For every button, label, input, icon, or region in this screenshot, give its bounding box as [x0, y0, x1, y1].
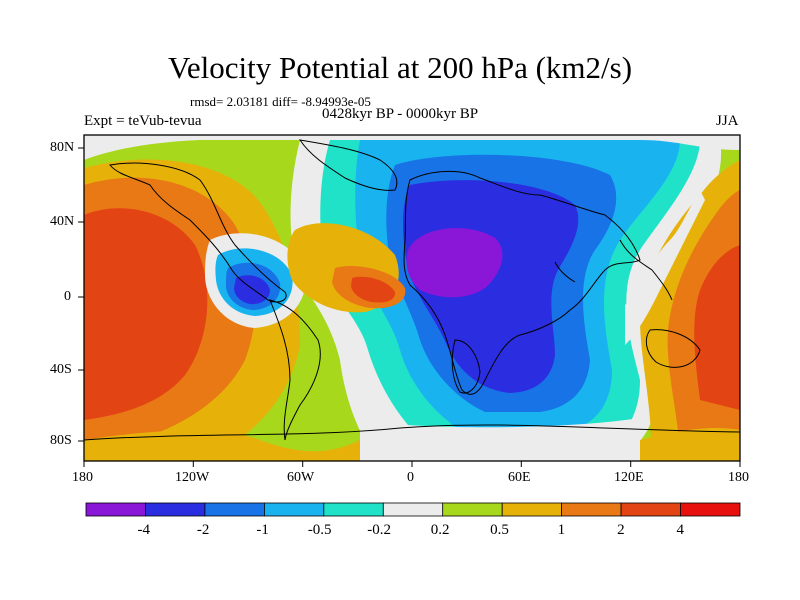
- lat-tick-label: 0: [64, 289, 71, 304]
- colorbar-swatch: [145, 502, 206, 517]
- stats-label: rmsd= 2.03181 diff= -8.94993e-05: [190, 94, 371, 109]
- colorbar-swatch: [263, 502, 325, 517]
- colorbar-label: 0.2: [430, 522, 450, 538]
- lon-tick-label: 120W: [175, 470, 210, 485]
- colorbar-label: 1: [557, 522, 566, 538]
- season-label: JJA: [716, 113, 739, 129]
- period-label: 0428kyr BP - 0000kyr BP: [322, 106, 479, 122]
- colorbar-label: 4: [676, 522, 685, 538]
- contour-field: [84, 135, 740, 461]
- colorbar: [85, 502, 741, 517]
- experiment-label: Expt = teVub-tevua: [84, 113, 202, 129]
- colorbar-swatch: [561, 502, 622, 517]
- colorbar-label: 0.5: [490, 522, 509, 538]
- lat-tick-label: 80N: [50, 140, 75, 155]
- colorbar-swatch: [442, 502, 503, 517]
- colorbar-label: -0.5: [307, 522, 332, 538]
- colorbar-label: -4: [137, 522, 150, 538]
- coastlines: [84, 139, 740, 441]
- lat-tick-label: 40S: [50, 362, 72, 377]
- colorbar-swatch: [620, 502, 681, 517]
- lat-tick-label: 40N: [50, 214, 75, 229]
- colorbar-swatch: [680, 502, 741, 517]
- colorbar-swatch: [323, 502, 384, 517]
- lon-tick-label: 120E: [614, 470, 644, 485]
- axis-ticks: [78, 147, 741, 467]
- lon-tick-label: 180: [72, 470, 93, 485]
- colorbar-swatch: [382, 502, 444, 517]
- lon-tick-label: 60E: [508, 470, 531, 485]
- colorbar-label: -0.2: [367, 522, 392, 538]
- colorbar-swatch: [204, 502, 265, 517]
- lon-tick-label: 0: [407, 470, 414, 485]
- lon-tick-label: 180: [728, 470, 749, 485]
- colorbar-label: 2: [617, 522, 625, 538]
- map-title: Velocity Potential at 200 hPa (km2/s): [167, 50, 633, 85]
- lat-tick-label: 80S: [50, 433, 72, 448]
- colorbar-label: -1: [256, 522, 269, 538]
- colorbar-label: -2: [196, 522, 210, 538]
- colorbar-swatch: [85, 502, 146, 517]
- colorbar-swatch: [501, 502, 563, 517]
- lon-tick-label: 60W: [287, 470, 315, 485]
